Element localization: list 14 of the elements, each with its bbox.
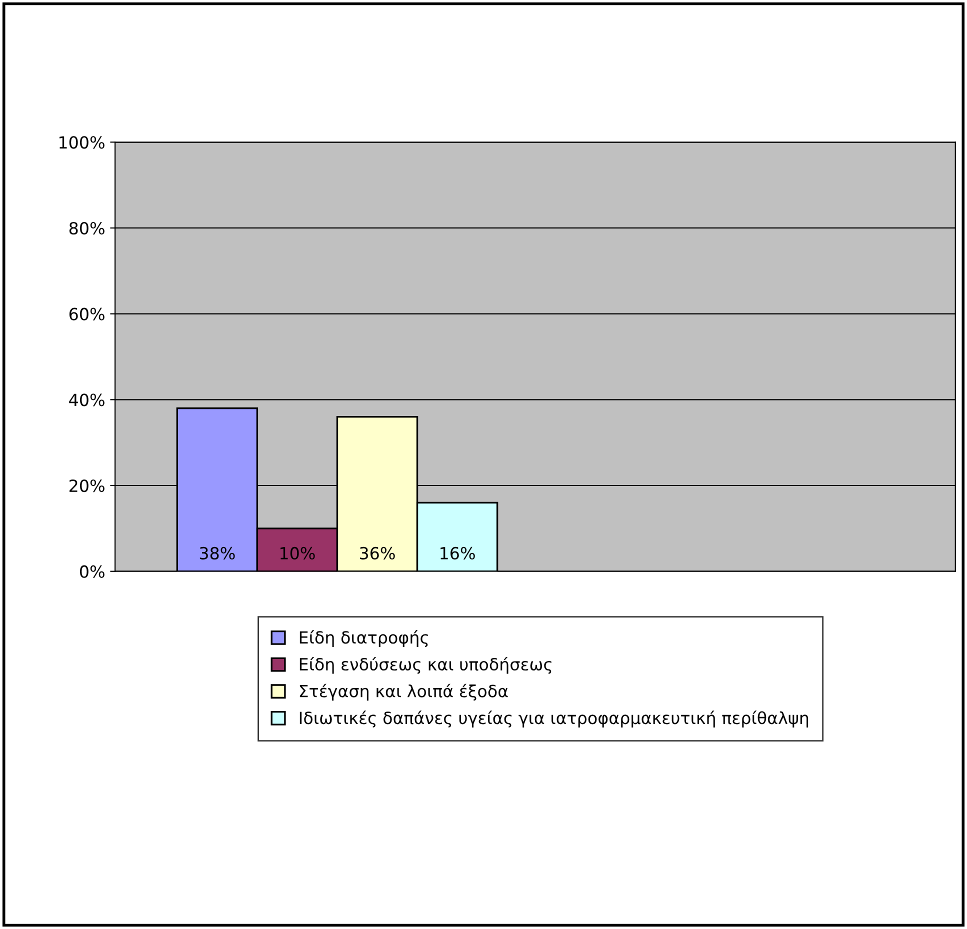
y-tick-label: 60%: [69, 308, 104, 320]
data-label: 36%: [360, 546, 395, 560]
legend-label: Είδη ενδύσεως και υποδήσεως: [300, 656, 552, 674]
y-tick-label: 20%: [70, 479, 104, 492]
y-tick-label: 0%: [80, 565, 104, 578]
legend-label: Είδη διατροφής: [300, 630, 428, 647]
y-tick-label: 40%: [69, 394, 104, 406]
data-label: 16%: [440, 546, 475, 560]
y-tick-label: 100%: [60, 136, 104, 149]
data-label: 38%: [200, 546, 235, 560]
y-tick-label: 80%: [69, 222, 104, 235]
legend-label: Στέγαση και λοιπά έξοδα: [300, 684, 508, 701]
data-label: 10%: [280, 546, 315, 560]
legend-label: Ιδιωτικές δαπάνες υγείας για ιατροφαρμακευτική περίθαλψη: [300, 710, 808, 728]
